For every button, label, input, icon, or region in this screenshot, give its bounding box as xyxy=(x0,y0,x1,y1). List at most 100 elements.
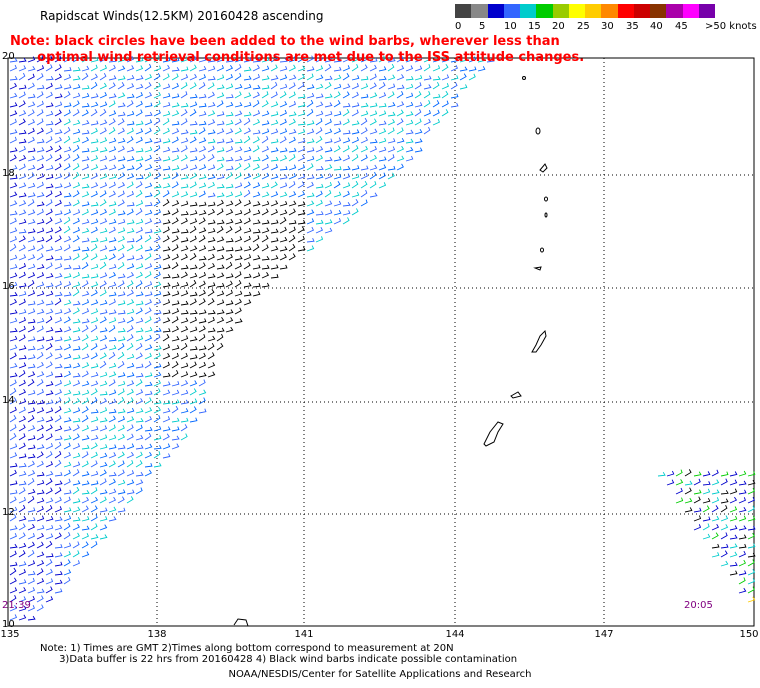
wind-barb xyxy=(405,129,414,135)
wind-barb xyxy=(297,82,305,90)
wind-barb xyxy=(711,532,719,540)
wind-barb xyxy=(261,135,269,144)
wind-barb xyxy=(27,118,36,126)
wind-barb xyxy=(297,55,305,63)
wind-barb xyxy=(72,190,80,198)
wind-barb xyxy=(63,201,72,207)
wind-barb xyxy=(225,253,233,261)
wind-barb xyxy=(72,523,80,531)
wind-barb xyxy=(315,135,323,144)
wind-barb xyxy=(198,262,206,270)
wind-barb xyxy=(144,263,153,270)
wind-barb xyxy=(117,262,125,270)
wind-barb xyxy=(126,93,135,99)
wind-barb xyxy=(126,263,135,270)
wind-barb xyxy=(216,64,224,72)
wind-barb xyxy=(225,57,234,63)
wind-barb xyxy=(207,335,216,342)
wind-barb xyxy=(180,66,189,72)
wind-barb xyxy=(18,84,27,90)
wind-barb xyxy=(99,182,108,189)
wind-barb xyxy=(135,227,143,234)
wind-barb xyxy=(108,100,116,108)
wind-barb xyxy=(90,253,98,261)
wind-barb xyxy=(9,110,18,117)
wind-barb xyxy=(738,480,747,486)
wind-barb xyxy=(243,84,252,90)
wind-barb xyxy=(81,342,89,351)
legend-label: 20 xyxy=(552,21,565,32)
wind-barb xyxy=(198,235,206,243)
wind-barb xyxy=(342,83,351,90)
wind-barb xyxy=(45,308,54,315)
wind-barb xyxy=(225,111,234,117)
wind-barb xyxy=(63,496,71,504)
wind-barb xyxy=(36,253,44,261)
wind-barb xyxy=(180,118,188,126)
wind-barb xyxy=(225,191,234,198)
wind-barb xyxy=(252,201,261,207)
wind-barb xyxy=(45,442,53,450)
wind-barb xyxy=(252,145,260,153)
wind-barb xyxy=(90,147,99,153)
wind-barb xyxy=(63,255,72,261)
wind-barb xyxy=(27,164,36,171)
wind-barb xyxy=(54,363,63,369)
wind-barb xyxy=(90,182,99,189)
wind-barb xyxy=(36,588,45,594)
wind-barb xyxy=(270,200,279,207)
wind-barb xyxy=(36,173,45,180)
island-farallon xyxy=(522,76,526,80)
wind-barb xyxy=(126,127,134,135)
wind-barb xyxy=(126,334,134,342)
wind-barb xyxy=(90,308,99,315)
wind-barb xyxy=(18,453,27,459)
wind-barb xyxy=(288,91,296,99)
wind-barb xyxy=(351,109,359,117)
wind-barb xyxy=(738,507,747,513)
wind-barb xyxy=(108,452,117,459)
wind-barb xyxy=(45,416,54,423)
wind-barb xyxy=(279,226,287,234)
legend-label: 30 xyxy=(601,21,614,32)
wind-barb xyxy=(27,415,35,423)
wind-barb xyxy=(225,64,234,72)
wind-barb xyxy=(171,282,180,288)
wind-barb xyxy=(144,146,153,153)
wind-barb xyxy=(198,255,207,261)
wind-barb xyxy=(9,363,18,369)
legend-swatch xyxy=(601,4,618,18)
wind-barb xyxy=(162,138,171,144)
wind-barb xyxy=(117,127,125,135)
wind-barb xyxy=(144,298,153,306)
wind-barb xyxy=(99,245,108,252)
wind-barb xyxy=(180,317,189,324)
wind-barb xyxy=(153,72,161,81)
wind-barb xyxy=(279,191,288,198)
wind-barb xyxy=(72,55,80,63)
wind-barb xyxy=(405,111,414,117)
wind-barb xyxy=(162,102,171,108)
wind-barb xyxy=(27,290,36,297)
wind-barb xyxy=(18,370,26,378)
wind-barb xyxy=(252,91,260,99)
wind-barb xyxy=(81,156,90,162)
wind-barb xyxy=(36,424,44,432)
wind-barb xyxy=(63,273,72,279)
wind-barb xyxy=(711,497,720,504)
wind-barb xyxy=(18,192,27,198)
wind-barb xyxy=(63,389,72,396)
legend-swatch xyxy=(682,4,699,18)
wind-barb xyxy=(189,336,198,342)
wind-barb xyxy=(153,290,162,297)
wind-barb xyxy=(207,154,215,162)
wind-barb xyxy=(153,451,161,459)
wind-barb xyxy=(144,82,152,90)
wind-barb xyxy=(54,101,63,108)
wind-barb xyxy=(153,172,161,180)
wind-barb xyxy=(306,99,314,108)
wind-barb xyxy=(144,111,153,117)
wind-barb xyxy=(450,93,459,99)
wind-barb xyxy=(81,72,89,81)
wind-barb xyxy=(198,190,206,198)
